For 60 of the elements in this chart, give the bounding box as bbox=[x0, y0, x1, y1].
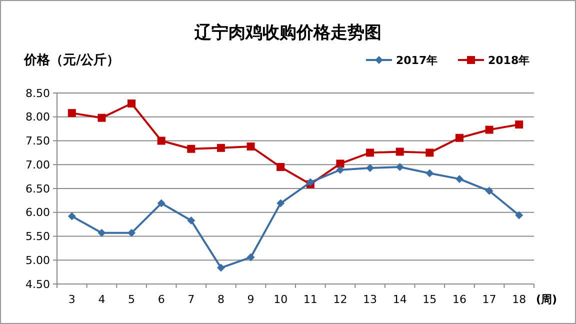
y-tick-label: 5.00 bbox=[26, 254, 50, 267]
point bbox=[455, 174, 464, 183]
point bbox=[366, 148, 374, 157]
x-tick-label: 11 bbox=[303, 293, 318, 306]
x-tick-label: 18 bbox=[512, 293, 526, 306]
x-tick-label: 4 bbox=[98, 293, 106, 306]
x-tick-label: 13 bbox=[363, 293, 378, 306]
point bbox=[246, 253, 255, 262]
y-axis-title: 价格（元/公斤） bbox=[23, 52, 120, 68]
x-tick-label: 9 bbox=[247, 293, 254, 306]
point bbox=[396, 163, 404, 172]
point bbox=[216, 264, 225, 272]
y-tick-label: 8.50 bbox=[26, 86, 50, 100]
x-axis-title: (周) bbox=[536, 293, 558, 306]
point bbox=[426, 148, 434, 157]
point bbox=[98, 228, 106, 237]
point bbox=[336, 166, 344, 174]
point bbox=[485, 186, 494, 195]
y-tick-label: 7.50 bbox=[26, 134, 50, 148]
point bbox=[455, 134, 464, 142]
point bbox=[187, 216, 196, 224]
x-tick-label: 6 bbox=[158, 293, 165, 306]
point bbox=[187, 144, 196, 153]
x-tick-label: 15 bbox=[422, 293, 437, 306]
x-tick-label: 7 bbox=[188, 293, 195, 306]
y-tick-label: 6.50 bbox=[26, 182, 50, 196]
point bbox=[336, 160, 344, 168]
y-tick-label: 5.50 bbox=[26, 230, 50, 244]
chart-title: 辽宁肉鸡收购价格走势图 bbox=[194, 23, 382, 43]
point bbox=[276, 163, 285, 172]
x-tick-label: 12 bbox=[333, 293, 348, 306]
point bbox=[128, 100, 136, 108]
point bbox=[157, 136, 166, 145]
point bbox=[68, 212, 76, 220]
x-tick-label: 5 bbox=[128, 293, 136, 306]
y-tick-label: 8.00 bbox=[26, 110, 50, 124]
x-tick-label: 3 bbox=[68, 293, 76, 306]
point bbox=[366, 164, 374, 172]
legend-label: 2017年 bbox=[396, 54, 438, 67]
point bbox=[485, 126, 494, 134]
point bbox=[128, 228, 136, 237]
x-tick-label: 14 bbox=[392, 293, 407, 306]
y-tick-label: 4.50 bbox=[26, 278, 50, 291]
y-tick-label: 7.00 bbox=[26, 158, 50, 172]
point bbox=[276, 199, 285, 208]
point bbox=[98, 114, 106, 122]
x-tick-label: 16 bbox=[452, 293, 466, 306]
y-tick-label: 6.00 bbox=[26, 206, 50, 220]
point bbox=[426, 169, 434, 178]
point bbox=[68, 109, 76, 118]
point bbox=[515, 211, 524, 220]
x-tick-label: 17 bbox=[482, 293, 496, 306]
x-tick-label: 10 bbox=[274, 293, 288, 306]
point bbox=[216, 144, 225, 152]
point bbox=[246, 142, 255, 150]
point bbox=[396, 148, 404, 156]
point bbox=[515, 120, 524, 129]
legend-label: 2018年 bbox=[488, 54, 530, 67]
point bbox=[157, 199, 166, 208]
x-tick-label: 8 bbox=[217, 293, 224, 306]
